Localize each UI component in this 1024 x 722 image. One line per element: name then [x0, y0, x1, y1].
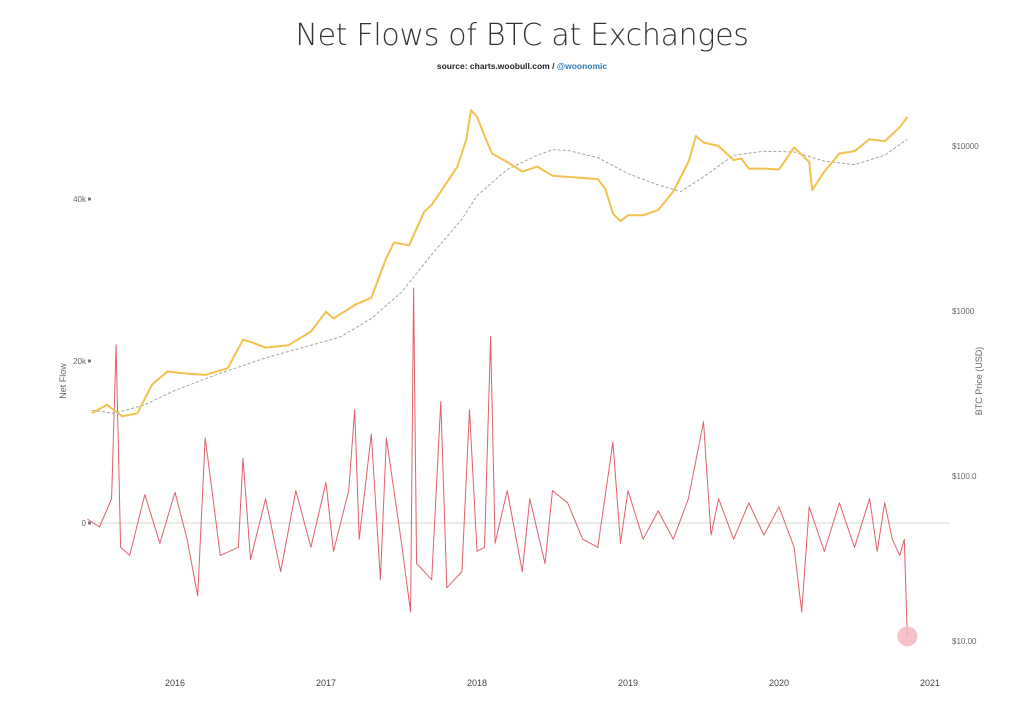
netflow-line [87, 287, 908, 637]
price-moving-average-line [91, 138, 908, 414]
y-left-tick-label: 40k [73, 195, 87, 204]
price-layer [91, 109, 909, 418]
chart-subtitle: source: charts.woobull.com / @woonomic [0, 61, 1024, 71]
y-axis-right: $10.00 $100.0 $1000 $10000 [952, 142, 979, 646]
marker-layer [897, 626, 918, 647]
x-tick-label: 2016 [165, 678, 185, 688]
twitter-handle-link[interactable]: @woonomic [556, 61, 608, 71]
y-left-tick-label: 0 [82, 519, 87, 528]
y-axis-left: 0 20k 40k [73, 195, 91, 528]
source-text: source: charts.woobull.com / [436, 61, 555, 71]
chart-title: Net Flows of BTC at Exchanges [295, 18, 749, 53]
x-tick-label: 2020 [769, 678, 789, 688]
x-tick-label: 2018 [467, 678, 487, 688]
y-axis-left-label: Net Flow [58, 363, 68, 399]
x-tick-label: 2017 [316, 678, 336, 688]
x-axis: 2016 2017 2018 2019 2020 2021 [165, 678, 940, 688]
y-left-tick-mark [88, 521, 91, 525]
y-right-tick-label: $10.00 [952, 637, 977, 646]
price-ma-layer [91, 138, 908, 414]
y-axis-right-label: BTC Price (USD) [974, 347, 984, 416]
netflow-layer [87, 287, 908, 637]
price-line [91, 109, 909, 418]
latest-value-marker [897, 626, 918, 647]
y-right-tick-label: $1000 [952, 307, 975, 316]
x-tick-label: 2019 [618, 678, 638, 688]
y-right-tick-label: $100.0 [952, 472, 977, 481]
x-tick-label: 2021 [920, 678, 940, 688]
y-left-tick-mark [88, 359, 91, 363]
y-left-tick-mark [88, 197, 91, 201]
y-left-tick-label: 20k [73, 357, 87, 366]
y-right-tick-label: $10000 [952, 142, 979, 151]
